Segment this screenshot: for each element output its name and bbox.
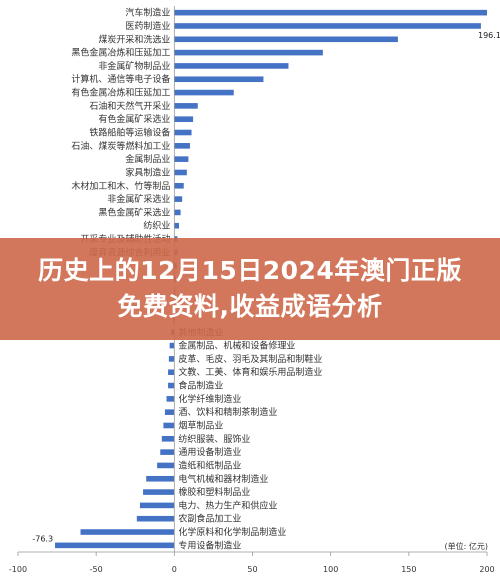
x-tick-label-3: 50 <box>247 565 257 574</box>
category-label-5: 计算机、通信等电子设备 <box>71 73 170 85</box>
bar-33 <box>160 449 175 455</box>
category-label-9: 铁路船舶等运输设备 <box>89 127 170 139</box>
x-axis-ticks <box>17 552 488 556</box>
category-label-7: 石油和天然气开采业 <box>89 100 170 112</box>
bar-6 <box>174 89 234 96</box>
headline-text: 历史上的12月15日2024年澳门正版免费资料,收益成语分析 <box>38 256 462 321</box>
bar-36 <box>143 489 175 495</box>
category-label-35: 电气机械和器材制造业 <box>178 473 268 485</box>
bar-10 <box>174 143 190 149</box>
x-tick-label-5: 150 <box>401 565 416 574</box>
bar-40 <box>55 542 175 549</box>
data-label-1: 196.1 <box>478 31 500 40</box>
category-label-40: 专用设备制造业 <box>178 539 241 551</box>
category-label-33: 通用设备制造业 <box>178 446 241 458</box>
headline-banner: 历史上的12月15日2024年澳门正版免费资料,收益成语分析 <box>0 238 500 340</box>
x-axis-tick-labels: -100 -50 0 50 100 150 200 <box>9 565 495 574</box>
bar-7 <box>174 103 198 109</box>
bar-28 <box>168 382 175 389</box>
category-label-3: 黑色金属冶炼和压延加工 <box>71 47 170 59</box>
category-label-4: 非金属矿物制品业 <box>98 60 170 72</box>
bar-14 <box>174 196 183 202</box>
bar-11 <box>174 156 189 162</box>
category-label-13: 木材加工和木、竹等制品 <box>71 180 170 192</box>
category-label-34: 造纸和纸制品业 <box>178 459 241 471</box>
x-tick-label-2: 0 <box>172 565 177 574</box>
bar-25 <box>169 342 175 349</box>
bar-5 <box>174 76 264 83</box>
category-label-8: 有色金属矿采选业 <box>98 113 170 125</box>
bar-30 <box>164 409 175 415</box>
x-tick-label-0: -100 <box>9 565 27 574</box>
bar-1 <box>174 23 481 29</box>
data-labels: 196.1 -76.3 <box>32 31 500 543</box>
x-tick-label-6: 200 <box>479 565 494 574</box>
bar-9 <box>174 129 192 136</box>
category-label-37: 电力、热力生产和供应业 <box>178 499 277 511</box>
bar-35 <box>146 475 175 482</box>
category-label-38: 农副食品加工业 <box>178 513 241 525</box>
category-label-2: 煤炭开采和洗选业 <box>98 33 170 45</box>
category-label-27: 文教、工美、体育和娱乐用品制造业 <box>178 366 322 378</box>
bar-29 <box>166 396 175 402</box>
category-label-36: 橡胶和塑料制品业 <box>178 486 250 498</box>
category-label-16: 纺织业 <box>143 220 170 232</box>
category-label-32: 纺织服装、服饰业 <box>178 433 250 445</box>
category-label-12: 家具制造业 <box>125 166 170 178</box>
category-label-25: 金属制品、机械和设备修理业 <box>178 340 295 352</box>
data-label-40: -76.3 <box>32 534 53 543</box>
unit-label: (单位: 亿元) <box>445 541 488 551</box>
category-label-30: 酒、饮料和精制茶制造业 <box>178 406 277 418</box>
bar-27 <box>168 369 175 376</box>
category-label-26: 皮革、毛皮、羽毛及其制品和制鞋业 <box>178 353 322 365</box>
bar-2 <box>174 36 398 43</box>
category-label-29: 化学纤维制造业 <box>178 393 241 405</box>
bar-38 <box>136 515 175 522</box>
category-label-15: 黑色金属矿采选业 <box>98 206 170 218</box>
category-label-1: 医药制造业 <box>125 20 170 32</box>
category-label-10: 石油、煤炭等燃料加工业 <box>71 140 170 152</box>
bar-34 <box>157 462 175 469</box>
bar-31 <box>163 422 175 429</box>
bar-12 <box>174 169 187 176</box>
bar-16 <box>174 222 180 229</box>
category-label-14: 非金属矿采选业 <box>107 193 170 205</box>
bar-4 <box>174 63 289 69</box>
bar-32 <box>161 436 175 442</box>
bar-8 <box>174 116 194 122</box>
category-label-31: 烟草制品业 <box>178 419 223 431</box>
bar-3 <box>174 49 323 56</box>
category-label-0: 汽车制造业 <box>125 7 170 19</box>
x-tick-label-4: 100 <box>323 565 338 574</box>
bar-39 <box>80 529 175 535</box>
bar-series <box>55 9 488 549</box>
bar-26 <box>168 356 175 362</box>
bar-13 <box>174 182 184 189</box>
category-label-28: 食品制造业 <box>178 380 223 392</box>
bar-0 <box>174 9 488 16</box>
category-label-11: 金属制品业 <box>125 153 170 165</box>
category-label-6: 有色金属冶炼和压延加工 <box>71 87 170 99</box>
x-tick-label-1: -50 <box>90 565 103 574</box>
bar-15 <box>174 209 181 216</box>
category-label-39: 化学原料和化学制品制造业 <box>178 526 286 538</box>
bar-37 <box>139 502 175 509</box>
